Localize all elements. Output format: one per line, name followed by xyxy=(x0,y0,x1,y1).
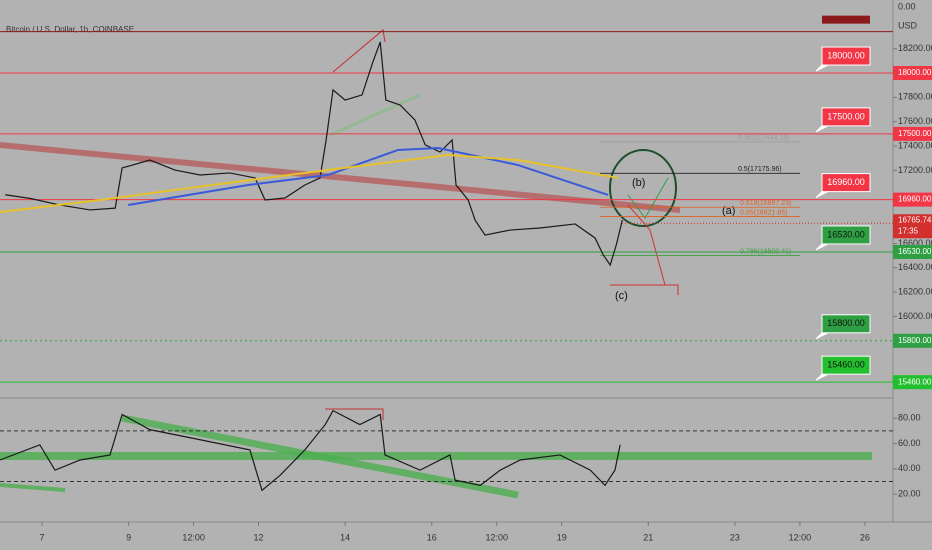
level-tag-pointer xyxy=(815,191,829,199)
wave-label: (c) xyxy=(615,290,628,302)
level-tag xyxy=(822,15,870,24)
wave-label: (b) xyxy=(632,177,645,189)
level-tag xyxy=(821,225,871,245)
axis-level-label: 15460.00 xyxy=(898,377,932,386)
x-tick-label: 19 xyxy=(557,532,567,542)
trend-line xyxy=(329,93,421,137)
y-tick-label: 16200.00 xyxy=(898,286,932,296)
level-tag xyxy=(821,173,871,193)
x-tick-label: 26 xyxy=(860,532,870,542)
y-tick-label: 16600.00 xyxy=(898,238,932,248)
x-tick-label: 21 xyxy=(643,532,653,542)
axis-level-label: 16530.00 xyxy=(898,247,932,256)
x-tick-label: 12:00 xyxy=(182,532,205,542)
level-tag-label: 16960.00 xyxy=(827,177,865,187)
wave-label: (a) xyxy=(722,205,735,217)
level-tag-label: 18000.00 xyxy=(827,50,865,60)
fib-label: 0.65(16821.65) xyxy=(740,209,787,216)
y-tick-label: 17200.00 xyxy=(898,165,932,175)
y-tick-label: 17600.00 xyxy=(898,116,932,126)
series-line xyxy=(0,154,619,214)
axis-level-tag xyxy=(893,333,932,348)
level-tag-pointer xyxy=(815,332,829,340)
axis-level-label: 15800.00 xyxy=(898,336,932,345)
level-tag xyxy=(821,355,871,375)
level-tag-pointer xyxy=(815,125,829,133)
current-price-tag xyxy=(893,214,932,239)
projection xyxy=(627,204,666,286)
x-tick-label: 16 xyxy=(427,532,437,542)
y-tick-label: 40.00 xyxy=(898,463,921,473)
level-tag-label: 15460.00 xyxy=(827,360,865,370)
drawing xyxy=(325,408,384,420)
axis-level-tag xyxy=(893,375,932,390)
level-tag xyxy=(821,107,871,127)
level-tag-pointer xyxy=(815,373,829,381)
x-tick-label: 9 xyxy=(126,532,131,542)
fib-label: 0.786(16500.41) xyxy=(740,248,791,255)
axis-level-label: 16960.00 xyxy=(898,195,932,204)
axis-level-tag xyxy=(893,244,932,259)
y-tick-label: 16000.00 xyxy=(898,311,932,321)
level-tag-pointer xyxy=(815,243,829,251)
projection xyxy=(627,177,669,219)
top-label: 0.00 xyxy=(898,1,916,11)
y-tick-label: 20.00 xyxy=(898,489,921,499)
level-tag-label: 16530.00 xyxy=(827,229,865,239)
level-tag-label: 17500.00 xyxy=(827,111,865,121)
x-tick-label: 7 xyxy=(40,532,45,542)
x-tick-label: 12 xyxy=(254,532,264,542)
y-tick-label: 18200.00 xyxy=(898,43,932,53)
series-line xyxy=(0,409,621,492)
level-tag xyxy=(821,46,871,66)
level-tag xyxy=(821,314,871,334)
y-tick-label: 16400.00 xyxy=(898,262,932,272)
level-tag-label: 15800.00 xyxy=(827,318,865,328)
y-tick-label: 60.00 xyxy=(898,438,921,448)
series-line xyxy=(128,146,609,206)
axis-level-tag xyxy=(893,66,932,81)
x-tick-label: 23 xyxy=(730,532,740,542)
rsi-trend xyxy=(0,483,66,492)
series-line xyxy=(5,41,623,267)
circle-drawing xyxy=(609,149,677,227)
x-tick-label: 12:00 xyxy=(485,532,508,542)
level-tag-pointer xyxy=(815,64,829,72)
axis-level-tag xyxy=(893,126,932,141)
countdown: 17:35 xyxy=(898,226,919,235)
x-tick-label: 14 xyxy=(340,532,350,542)
fib-label: 0.382(17434.18) xyxy=(738,135,789,142)
y-tick-label: 17800.00 xyxy=(898,92,932,102)
y-tick-label: 80.00 xyxy=(898,413,921,423)
axis-level-tag xyxy=(893,192,932,207)
projection xyxy=(610,284,679,295)
current-price-label: 16765.74 xyxy=(898,215,932,224)
axis-level-label: 17500.00 xyxy=(898,129,932,138)
chart-title: Bitcoin / U.S. Dollar, 1h, COINBASE xyxy=(6,25,134,34)
fib-label: 0.5(17175.96) xyxy=(738,166,782,173)
x-tick-label: 12:00 xyxy=(789,532,812,542)
axis-level-label: 18000.00 xyxy=(898,68,932,77)
y-tick-label: 17400.00 xyxy=(898,140,932,150)
drawing xyxy=(332,29,386,73)
fib-label: 0.618(16897.23) xyxy=(740,200,791,207)
currency: USD xyxy=(898,20,918,30)
